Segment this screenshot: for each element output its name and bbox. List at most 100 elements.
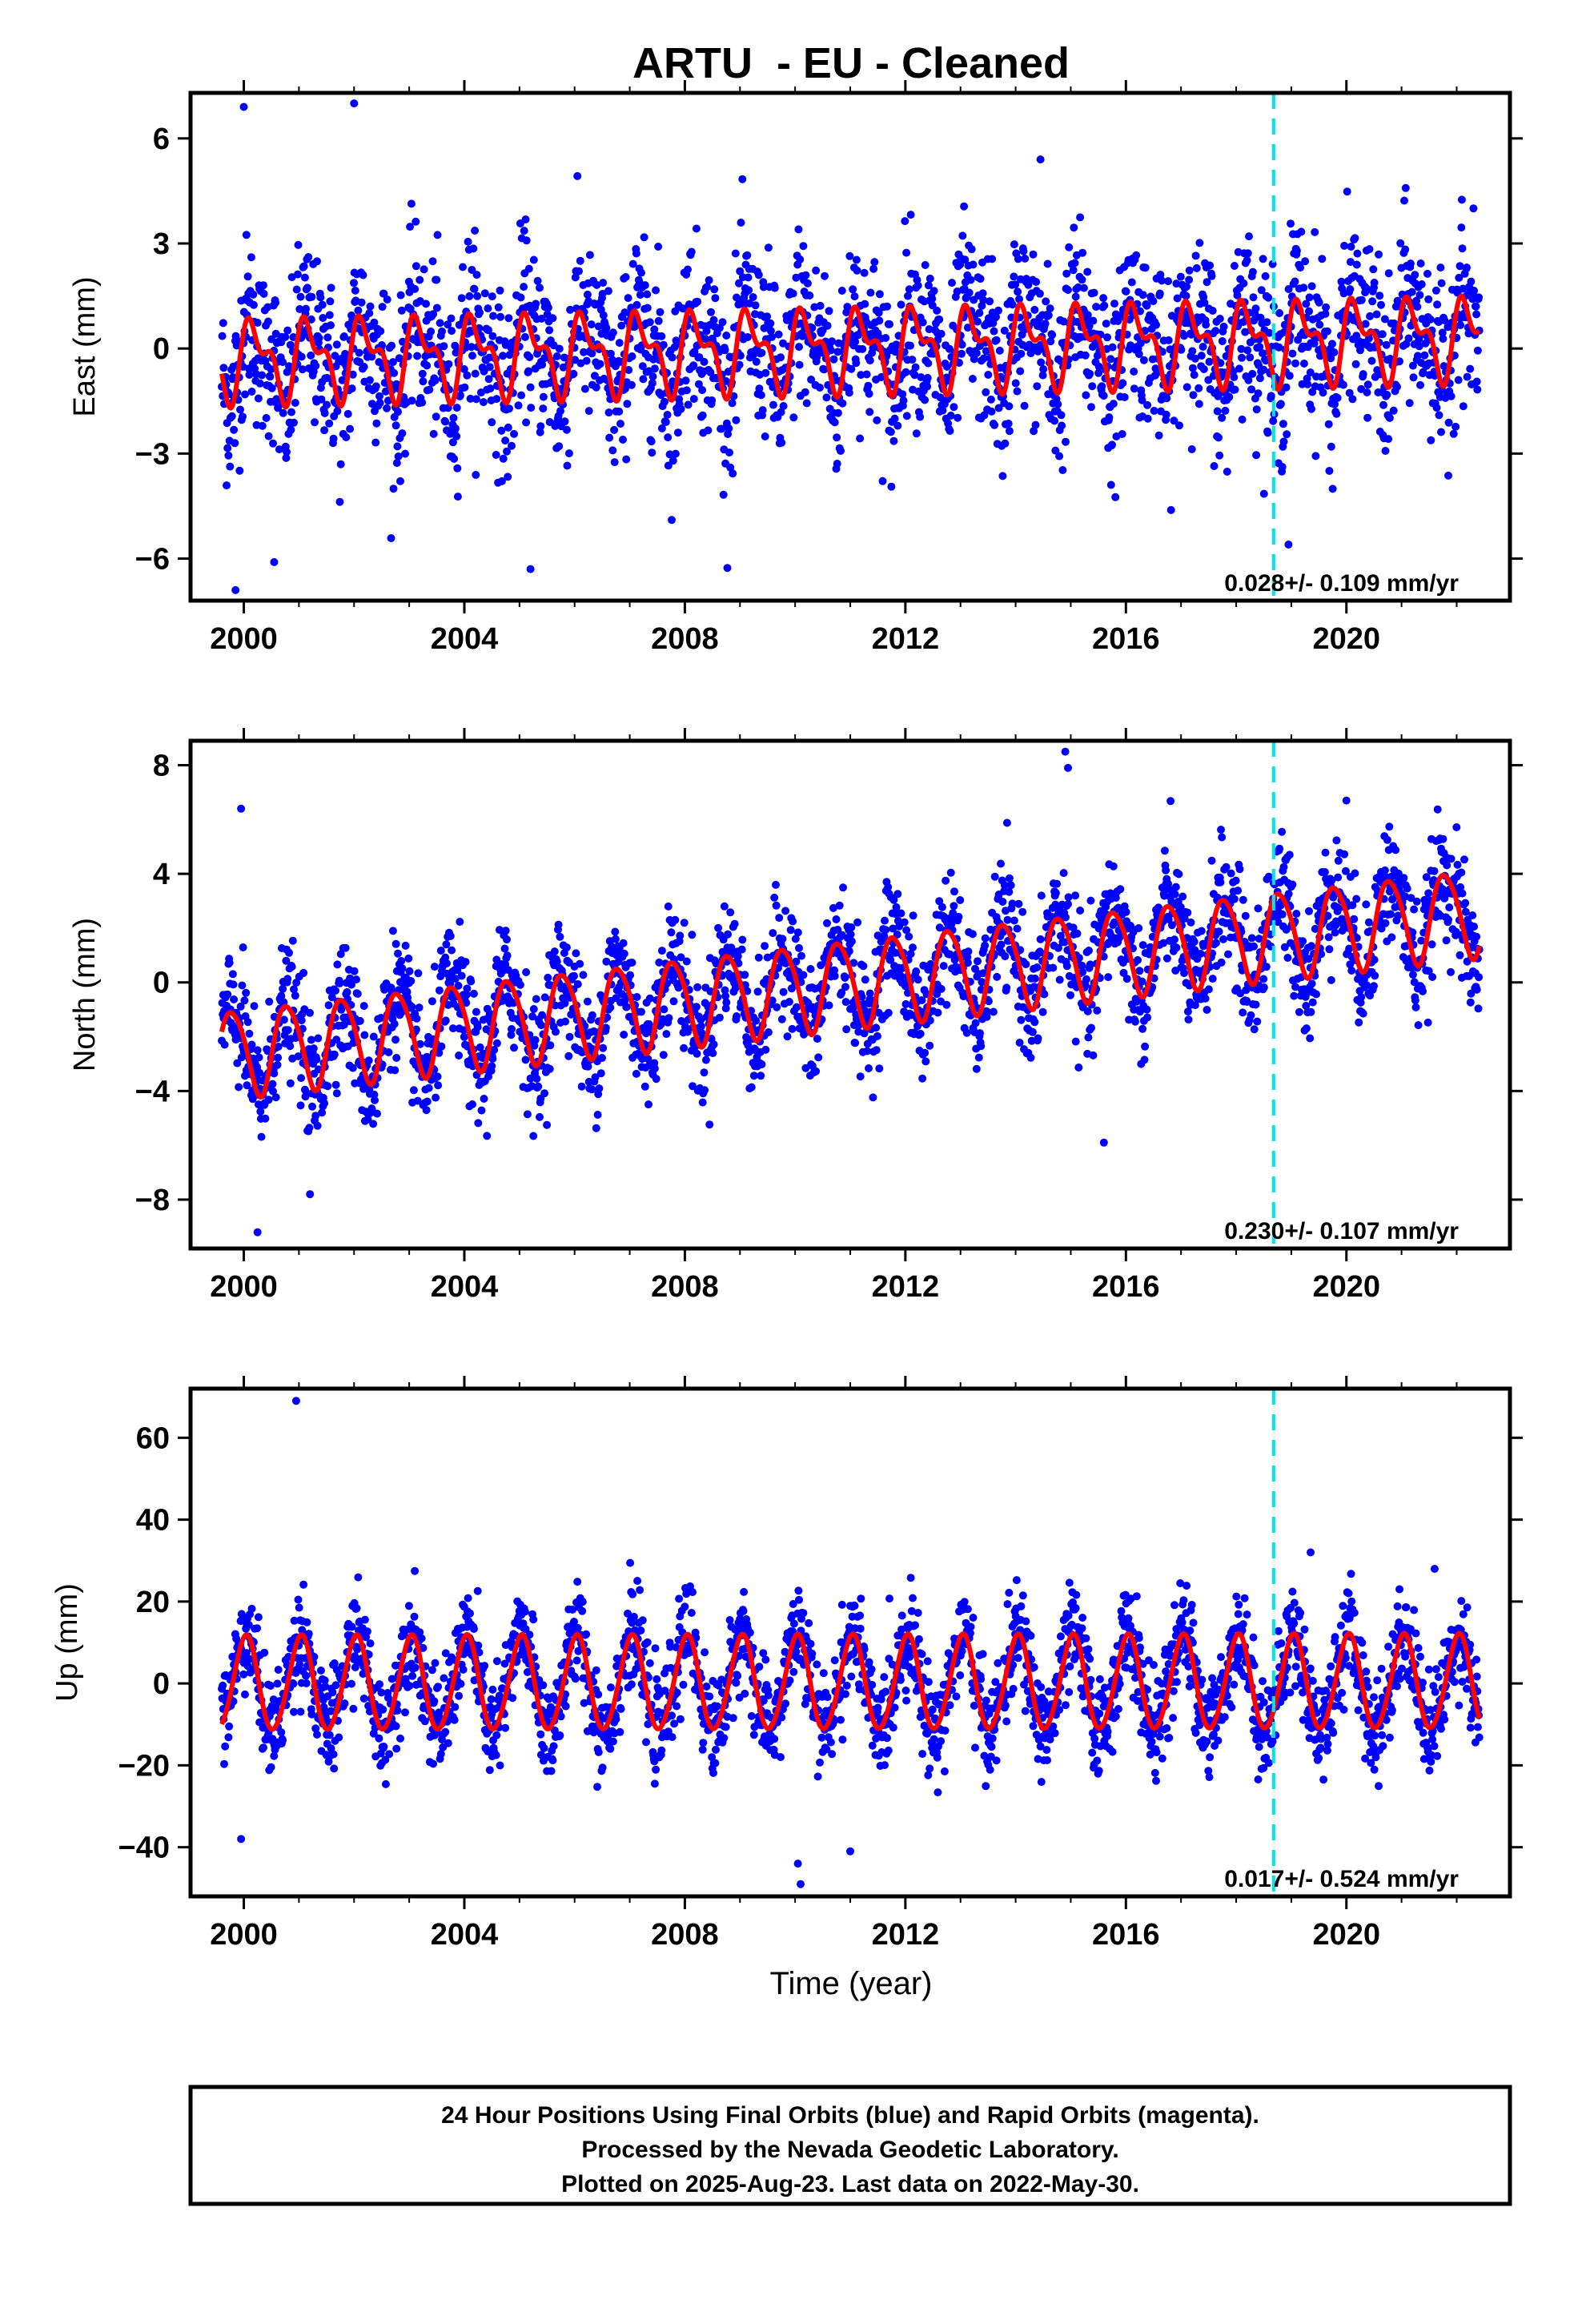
- data-point: [1284, 285, 1293, 293]
- data-point: [1255, 343, 1264, 352]
- data-point: [956, 896, 965, 904]
- data-point: [434, 1081, 443, 1090]
- data-point: [1015, 295, 1023, 304]
- data-point: [1415, 342, 1423, 351]
- data-point: [355, 348, 363, 357]
- data-point: [692, 1003, 701, 1011]
- data-point: [391, 1035, 400, 1044]
- data-point: [842, 1025, 851, 1034]
- data-point: [520, 332, 529, 341]
- data-point: [719, 490, 728, 499]
- data-point: [850, 292, 859, 301]
- data-point: [984, 997, 993, 1006]
- data-point: [351, 286, 359, 295]
- data-point: [577, 1082, 586, 1091]
- data-point: [967, 245, 976, 254]
- data-point: [1375, 250, 1383, 259]
- data-point: [977, 1042, 986, 1051]
- data-point: [1150, 407, 1158, 415]
- data-point: [1447, 392, 1456, 400]
- data-point: [485, 1009, 494, 1018]
- data-point: [264, 317, 272, 326]
- data-point: [935, 315, 944, 324]
- data-point: [1188, 347, 1197, 356]
- data-point: [835, 901, 844, 910]
- data-point: [1305, 307, 1313, 316]
- data-point: [1475, 293, 1484, 302]
- data-point: [1030, 427, 1038, 436]
- data-point: [460, 1032, 468, 1041]
- data-point: [416, 275, 424, 284]
- data-point: [1237, 344, 1246, 353]
- data-point: [456, 918, 464, 926]
- data-point: [282, 956, 291, 965]
- data-point: [990, 327, 998, 336]
- data-point: [976, 1029, 984, 1038]
- data-point: [297, 352, 306, 361]
- data-point: [1259, 349, 1267, 358]
- data-point: [409, 1086, 418, 1095]
- data-point: [240, 996, 249, 1005]
- data-point: [1299, 283, 1308, 292]
- data-point: [981, 941, 990, 950]
- data-point: [1250, 942, 1259, 951]
- data-point: [595, 1084, 604, 1093]
- data-point: [1136, 1007, 1144, 1016]
- data-point: [1167, 898, 1176, 906]
- data-point: [801, 271, 810, 279]
- data-point: [993, 972, 1002, 981]
- data-point: [705, 1120, 714, 1129]
- data-point: [1076, 213, 1085, 222]
- data-point: [1219, 322, 1228, 331]
- data-point: [1432, 404, 1441, 412]
- data-point: [453, 493, 462, 501]
- data-point: [781, 907, 790, 915]
- data-point: [1122, 287, 1130, 296]
- data-point: [288, 936, 297, 945]
- data-point: [537, 314, 546, 323]
- data-point: [797, 951, 805, 960]
- data-point: [1162, 866, 1170, 875]
- data-point: [1049, 963, 1058, 972]
- data-point: [677, 1017, 686, 1025]
- data-point: [1082, 975, 1090, 983]
- data-point: [1110, 300, 1118, 308]
- data-point: [241, 390, 249, 399]
- data-point: [1438, 328, 1447, 337]
- data-point: [287, 408, 295, 416]
- data-point: [1367, 356, 1376, 365]
- data-point: [1037, 891, 1046, 900]
- data-point: [786, 926, 795, 935]
- data-point: [339, 1020, 348, 1029]
- data-point: [1093, 1006, 1102, 1015]
- data-point: [1041, 320, 1050, 328]
- data-point: [327, 321, 335, 330]
- data-point: [1269, 416, 1278, 425]
- data-point: [1060, 938, 1069, 947]
- data-point: [1472, 310, 1481, 319]
- data-point: [431, 376, 440, 385]
- data-point: [420, 265, 428, 274]
- data-point: [592, 1124, 600, 1132]
- data-point: [958, 340, 966, 349]
- data-point: [909, 943, 917, 952]
- data-point: [318, 300, 327, 309]
- data-point: [872, 1046, 881, 1055]
- data-point: [336, 460, 345, 468]
- data-point: [1224, 950, 1232, 959]
- data-point: [923, 382, 932, 391]
- data-point: [624, 366, 633, 374]
- data-point: [1408, 361, 1417, 370]
- data-point: [820, 365, 829, 374]
- data-point: [1262, 963, 1271, 971]
- data-point: [684, 265, 692, 274]
- data-point: [807, 376, 816, 384]
- data-point: [693, 983, 702, 991]
- data-point: [715, 1013, 724, 1022]
- velocity-label: 0.028+/- 0.109 mm/yr: [1224, 570, 1459, 597]
- data-point: [354, 306, 363, 315]
- data-point: [440, 342, 448, 351]
- data-point: [423, 1097, 432, 1106]
- data-point: [320, 426, 329, 435]
- data-point: [532, 1075, 541, 1083]
